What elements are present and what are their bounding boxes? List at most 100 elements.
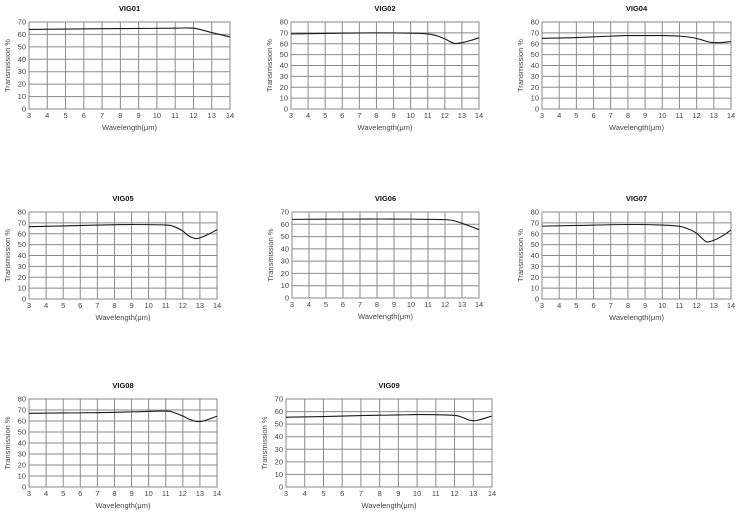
x-tick-label: 3 — [540, 301, 544, 310]
x-tick-label: 7 — [100, 111, 104, 120]
y-tick-label: 10 — [280, 94, 288, 103]
transmission-line — [290, 32, 480, 45]
x-tick-label: 14 — [213, 489, 221, 498]
x-tick-label: 6 — [78, 489, 82, 498]
chart-title: VIG08 — [112, 381, 133, 390]
x-tick-label: 10 — [153, 111, 161, 120]
x-tick-label: 4 — [557, 301, 561, 310]
y-tick-label: 50 — [531, 50, 539, 59]
x-tick-label: 8 — [112, 301, 116, 310]
x-tick-label: 4 — [44, 301, 48, 310]
x-tick-label: 4 — [306, 111, 310, 120]
x-tick-label: 14 — [488, 489, 496, 498]
y-tick-label: 0 — [284, 105, 288, 114]
x-tick-label: 14 — [475, 111, 483, 120]
x-tick-label: 8 — [378, 489, 382, 498]
y-tick-label: 60 — [18, 229, 26, 238]
chart-title: VIG09 — [378, 381, 399, 390]
x-tick-label: 12 — [179, 301, 187, 310]
chart-title: VIG01 — [119, 4, 140, 13]
x-tick-label: 11 — [162, 301, 170, 310]
x-tick-label: 14 — [727, 301, 735, 310]
x-tick-label: 12 — [692, 111, 700, 120]
x-tick-label: 3 — [27, 301, 31, 310]
x-tick-label: 7 — [357, 111, 361, 120]
y-tick-label: 50 — [531, 240, 539, 249]
y-tick-label: 80 — [531, 208, 539, 217]
x-tick-label: 3 — [27, 111, 31, 120]
x-tick-label: 9 — [643, 301, 647, 310]
y-tick-label: 20 — [281, 269, 289, 278]
x-tick-label: 10 — [144, 489, 152, 498]
y-tick-label: 0 — [22, 105, 26, 114]
x-tick-label: 11 — [162, 489, 170, 498]
plot-frame — [28, 21, 231, 110]
y-tick-label: 40 — [531, 61, 539, 70]
y-tick-label: 30 — [18, 450, 26, 459]
x-tick-label: 6 — [340, 111, 344, 120]
transmission-line — [28, 27, 231, 38]
x-tick-label: 7 — [358, 300, 362, 309]
transmission-line — [28, 410, 218, 423]
x-tick-label: 10 — [658, 111, 666, 120]
x-tick-label: 5 — [574, 301, 578, 310]
y-tick-label: 50 — [275, 420, 283, 429]
y-tick-label: 30 — [18, 262, 26, 271]
y-tick-label: 40 — [18, 439, 26, 448]
x-tick-label: 11 — [432, 489, 440, 498]
plot-frame — [28, 398, 218, 488]
y-tick-label: 10 — [531, 284, 539, 293]
x-tick-label: 12 — [179, 489, 187, 498]
x-tick-label: 3 — [540, 111, 544, 120]
plot-frame — [290, 21, 480, 110]
y-tick-label: 10 — [18, 284, 26, 293]
y-axis-label: Transmission % — [3, 229, 12, 282]
y-tick-label: 50 — [18, 42, 26, 51]
y-axis-label: Transmission % — [3, 416, 12, 469]
x-tick-label: 9 — [129, 489, 133, 498]
x-tick-label: 6 — [591, 301, 595, 310]
y-tick-label: 20 — [18, 461, 26, 470]
x-tick-label: 7 — [359, 489, 363, 498]
y-tick-label: 20 — [531, 83, 539, 92]
y-axis-label: Transmission % — [266, 228, 275, 281]
y-axis-label: Transmission % — [516, 39, 525, 92]
transmission-line — [291, 218, 480, 231]
transmission-line — [28, 223, 218, 240]
y-tick-label: 30 — [275, 445, 283, 454]
x-tick-label: 8 — [626, 301, 630, 310]
y-tick-label: 60 — [280, 39, 288, 48]
chart-title: VIG07 — [626, 194, 647, 203]
x-tick-label: 10 — [413, 489, 421, 498]
y-tick-label: 80 — [280, 18, 288, 27]
x-tick-label: 3 — [289, 111, 293, 120]
x-tick-label: 13 — [458, 300, 466, 309]
x-tick-label: 12 — [189, 111, 197, 120]
x-tick-label: 6 — [341, 300, 345, 309]
y-tick-label: 30 — [281, 257, 289, 266]
x-tick-label: 9 — [392, 300, 396, 309]
x-tick-label: 7 — [95, 489, 99, 498]
chart-title: VIG02 — [374, 4, 395, 13]
x-tick-label: 10 — [407, 300, 415, 309]
transmission-line — [285, 414, 493, 422]
x-tick-label: 8 — [375, 300, 379, 309]
y-tick-label: 20 — [18, 80, 26, 89]
chart-vig06: VIG06 3 4 5 6 7 8 9 10 11 12 13 14 0 10 20 30 40 50 60 70 Wav… — [266, 194, 483, 321]
y-tick-label: 70 — [531, 28, 539, 37]
plot-frame — [28, 211, 218, 300]
x-tick-label: 14 — [475, 300, 483, 309]
x-tick-label: 6 — [82, 111, 86, 120]
x-tick-label: 8 — [626, 111, 630, 120]
y-tick-label: 40 — [275, 432, 283, 441]
x-tick-label: 12 — [441, 300, 449, 309]
y-tick-label: 60 — [531, 229, 539, 238]
y-tick-label: 50 — [18, 428, 26, 437]
transmission-line — [541, 34, 732, 44]
y-tick-label: 50 — [18, 240, 26, 249]
y-tick-label: 30 — [531, 72, 539, 81]
x-axis-label: Wavelength(μm) — [609, 313, 664, 322]
x-axis-label: Wavelength(μm) — [96, 501, 151, 510]
x-tick-label: 11 — [424, 111, 432, 120]
